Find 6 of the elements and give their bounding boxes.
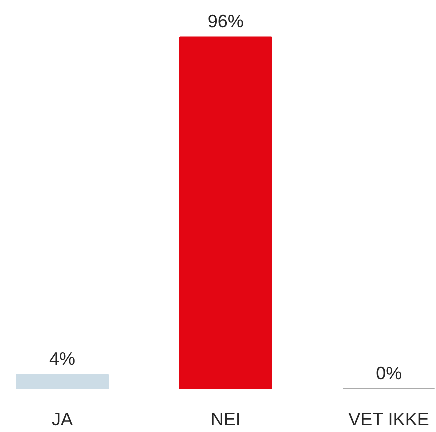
x-tick-label: NEI	[210, 410, 241, 430]
x-tick-label: JA	[52, 410, 74, 430]
data-label: 0%	[376, 364, 402, 384]
x-tick-label: VET IKKE	[348, 410, 430, 430]
data-label: 96%	[208, 11, 244, 32]
data-label: 4%	[50, 348, 76, 369]
